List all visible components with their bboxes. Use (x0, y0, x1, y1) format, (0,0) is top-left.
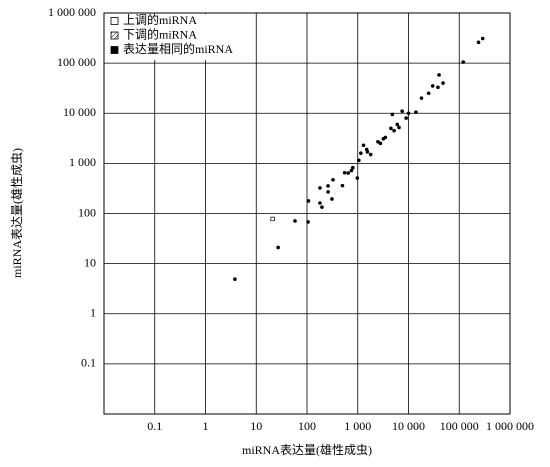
point (390, 112, 395, 117)
legend-label: 表达量相同的miRNA (123, 41, 233, 56)
point (397, 125, 401, 130)
point (383, 135, 388, 140)
y-tick-label: 1 000 000 (48, 5, 96, 19)
x-tick-label: 1 (203, 419, 209, 433)
point (342, 170, 347, 175)
point (330, 197, 334, 201)
point (378, 141, 383, 146)
plot-frame (103, 12, 511, 415)
point (306, 220, 310, 224)
point (318, 186, 322, 190)
point (355, 176, 360, 180)
point (419, 96, 424, 100)
x-tick-label: 100 (298, 419, 316, 433)
point (359, 151, 363, 155)
point (414, 110, 418, 114)
legend-marker (110, 17, 119, 25)
x-tick-label: 1 000 (344, 419, 371, 433)
point (346, 171, 351, 175)
point (326, 190, 330, 194)
point (400, 109, 404, 113)
point (320, 205, 324, 209)
x-tick-label: 10 000 (392, 419, 425, 433)
point (430, 84, 435, 88)
legend-label: 上调的miRNA (123, 12, 197, 27)
point (349, 168, 354, 173)
x-tick-label: 100 000 (440, 419, 479, 433)
point (406, 111, 411, 116)
legend-marker (110, 46, 119, 54)
point (437, 73, 441, 77)
legend-box (105, 14, 235, 60)
x-tick-label: 1 000 000 (486, 419, 534, 433)
y-tick-label: 10 000 (63, 105, 96, 119)
point (392, 128, 396, 133)
point (276, 245, 280, 250)
y-tick-label: 100 (78, 205, 96, 219)
point (233, 277, 237, 281)
y-tick-label: 100 000 (57, 55, 96, 69)
point (365, 150, 370, 154)
point (368, 152, 373, 157)
y-tick-label: 1 (90, 306, 96, 320)
point (318, 201, 322, 205)
x-axis-label: miRNA表达量(雄性成虫) (242, 442, 372, 457)
x-tick-label: 10 (250, 419, 262, 433)
y-tick-label: 10 (84, 255, 96, 269)
x-tick-label: 0.1 (147, 419, 162, 433)
point (306, 199, 311, 203)
point (476, 40, 481, 45)
point (293, 219, 297, 223)
point (436, 85, 440, 90)
point (461, 60, 466, 64)
legend-marker (110, 31, 119, 40)
point (404, 116, 408, 120)
y-tick-label: 0.1 (81, 356, 96, 370)
y-axis-label: miRNA表达量(雄性成虫) (9, 148, 24, 278)
legend-label: 下调的miRNA (123, 26, 197, 41)
point (351, 165, 355, 170)
point (357, 158, 361, 163)
point (340, 183, 345, 188)
y-tick-label: 1 000 (69, 155, 96, 169)
point (361, 143, 366, 148)
point (480, 36, 485, 41)
point (326, 184, 330, 188)
point (331, 178, 335, 182)
point (389, 126, 393, 131)
point (395, 122, 400, 127)
point (441, 81, 445, 85)
point (270, 216, 275, 222)
point (426, 91, 431, 96)
